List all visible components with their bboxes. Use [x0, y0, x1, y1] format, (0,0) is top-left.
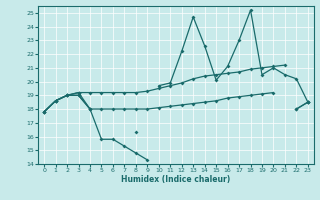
X-axis label: Humidex (Indice chaleur): Humidex (Indice chaleur)	[121, 175, 231, 184]
